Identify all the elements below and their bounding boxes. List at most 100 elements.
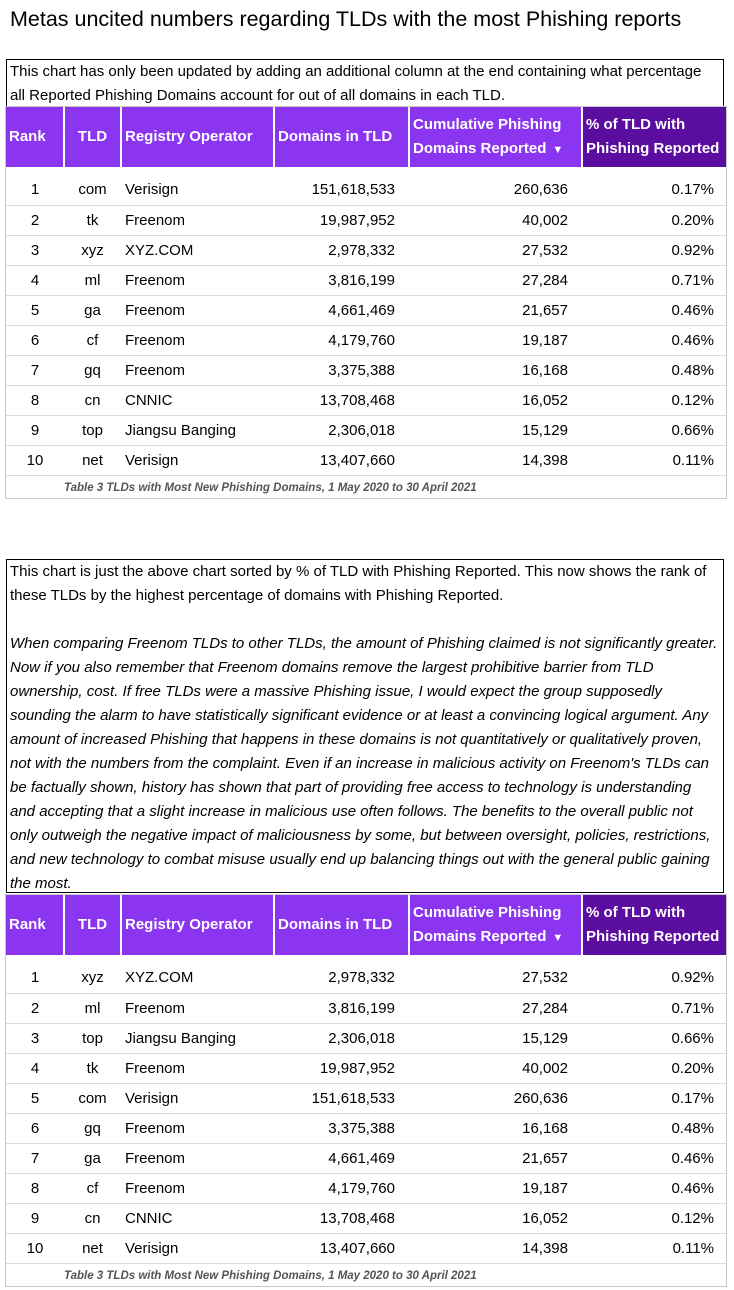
cell-rank: 8 xyxy=(6,1173,64,1204)
table-row: 8 cf Freenom 4,179,760 19,187 0.46% xyxy=(6,1173,726,1204)
cell-phishing: 14,398 xyxy=(409,1233,582,1264)
cell-operator: Freenom xyxy=(121,205,274,236)
cell-operator: Freenom xyxy=(121,355,274,386)
cell-domains: 2,978,332 xyxy=(274,963,409,994)
cell-rank: 3 xyxy=(6,1023,64,1054)
cell-domains: 2,978,332 xyxy=(274,235,409,266)
cell-percent: 0.11% xyxy=(582,1233,726,1264)
cell-rank: 3 xyxy=(6,235,64,266)
cell-tld: cn xyxy=(64,1203,121,1234)
cell-tld: gq xyxy=(64,355,121,386)
cell-tld: ga xyxy=(64,295,121,326)
cell-percent: 0.71% xyxy=(582,265,726,296)
table-row: 7 gq Freenom 3,375,388 16,168 0.48% xyxy=(6,355,726,386)
cell-percent: 0.46% xyxy=(582,1173,726,1204)
cell-domains: 3,816,199 xyxy=(274,265,409,296)
cell-phishing: 27,532 xyxy=(409,235,582,266)
cell-tld: cf xyxy=(64,1173,121,1204)
cell-tld: net xyxy=(64,1233,121,1264)
cell-domains: 3,375,388 xyxy=(274,1113,409,1144)
header-tld: TLD xyxy=(64,107,122,167)
cell-phishing: 27,532 xyxy=(409,963,582,994)
table-body: 1 xyz XYZ.COM 2,978,332 27,532 0.92% 2 ml Freeno… xyxy=(6,955,726,1264)
cell-phishing: 21,657 xyxy=(409,1143,582,1174)
table-row: 8 cn CNNIC 13,708,468 16,052 0.12% xyxy=(6,385,726,416)
cell-phishing: 15,129 xyxy=(409,415,582,446)
cell-tld: com xyxy=(64,1083,121,1114)
cell-phishing: 16,168 xyxy=(409,355,582,386)
note-text: This chart is just the above chart sorte… xyxy=(10,563,707,604)
sort-descending-icon[interactable]: ▼ xyxy=(552,931,564,944)
cell-domains: 13,708,468 xyxy=(274,1203,409,1234)
header-cumulative[interactable]: Cumulative Phishing Domains Reported ▼ xyxy=(409,107,583,167)
cell-operator: Verisign xyxy=(121,175,274,206)
table-row: 9 top Jiangsu Banging 2,306,018 15,129 0.66% xyxy=(6,415,726,446)
table-row: 10 net Verisign 13,407,660 14,398 0.11% xyxy=(6,445,726,476)
header-row: Rank TLD Registry Operator Domains in TL… xyxy=(6,107,726,167)
cell-operator: CNNIC xyxy=(121,1203,274,1234)
header-cumulative[interactable]: Cumulative Phishing Domains Reported ▼ xyxy=(409,895,583,955)
table-row: 7 ga Freenom 4,661,469 21,657 0.46% xyxy=(6,1143,726,1174)
sort-descending-icon[interactable]: ▼ xyxy=(552,143,564,156)
cell-rank: 7 xyxy=(6,1143,64,1174)
cell-tld: ml xyxy=(64,265,121,296)
cell-phishing: 260,636 xyxy=(409,175,582,206)
cell-rank: 9 xyxy=(6,1203,64,1234)
cell-tld: tk xyxy=(64,1053,121,1084)
cell-operator: Freenom xyxy=(121,1113,274,1144)
header-percent: % of TLD with Phishing Reported xyxy=(582,107,726,167)
cell-percent: 0.46% xyxy=(582,295,726,326)
table-row: 9 cn CNNIC 13,708,468 16,052 0.12% xyxy=(6,1203,726,1234)
cell-tld: cn xyxy=(64,385,121,416)
cell-tld: top xyxy=(64,415,121,446)
phishing-table-2: Rank TLD Registry Operator Domains in TL… xyxy=(5,894,727,1287)
cell-tld: gq xyxy=(64,1113,121,1144)
cell-domains: 4,661,469 xyxy=(274,1143,409,1174)
cell-domains: 13,708,468 xyxy=(274,385,409,416)
cell-operator: Verisign xyxy=(121,1233,274,1264)
cell-domains: 19,987,952 xyxy=(274,205,409,236)
table-caption: Table 3 TLDs with Most New Phishing Doma… xyxy=(64,481,477,494)
cell-tld: net xyxy=(64,445,121,476)
cell-tld: com xyxy=(64,175,121,206)
cell-operator: Freenom xyxy=(121,295,274,326)
cell-phishing: 19,187 xyxy=(409,325,582,356)
phishing-table-1: Rank TLD Registry Operator Domains in TL… xyxy=(5,106,727,499)
spacer-row xyxy=(6,955,726,963)
header-tld: TLD xyxy=(64,895,122,955)
cell-phishing: 16,052 xyxy=(409,1203,582,1234)
cell-operator: Freenom xyxy=(121,993,274,1024)
cell-rank: 5 xyxy=(6,1083,64,1114)
cell-domains: 4,179,760 xyxy=(274,1173,409,1204)
note-text-italic: When comparing Freenom TLDs to other TLD… xyxy=(10,635,718,892)
cell-phishing: 15,129 xyxy=(409,1023,582,1054)
page-title: Metas uncited numbers regarding TLDs wit… xyxy=(10,7,682,31)
table-row: 1 xyz XYZ.COM 2,978,332 27,532 0.92% xyxy=(6,963,726,994)
cell-phishing: 19,187 xyxy=(409,1173,582,1204)
cell-operator: Freenom xyxy=(121,1053,274,1084)
cell-tld: xyz xyxy=(64,963,121,994)
cell-domains: 151,618,533 xyxy=(274,1083,409,1114)
table-row: 4 ml Freenom 3,816,199 27,284 0.71% xyxy=(6,265,726,296)
table-row: 3 xyz XYZ.COM 2,978,332 27,532 0.92% xyxy=(6,235,726,266)
cell-percent: 0.20% xyxy=(582,205,726,236)
cell-rank: 4 xyxy=(6,265,64,296)
spacer-row xyxy=(6,167,726,175)
cell-rank: 1 xyxy=(6,963,64,994)
cell-phishing: 40,002 xyxy=(409,205,582,236)
cell-tld: xyz xyxy=(64,235,121,266)
cell-tld: tk xyxy=(64,205,121,236)
cell-percent: 0.17% xyxy=(582,175,726,206)
cell-percent: 0.66% xyxy=(582,415,726,446)
table-row: 4 tk Freenom 19,987,952 40,002 0.20% xyxy=(6,1053,726,1084)
cell-phishing: 21,657 xyxy=(409,295,582,326)
cell-operator: Verisign xyxy=(121,445,274,476)
cell-domains: 4,179,760 xyxy=(274,325,409,356)
cell-percent: 0.71% xyxy=(582,993,726,1024)
table-row: 1 com Verisign 151,618,533 260,636 0.17% xyxy=(6,175,726,206)
table-row: 6 gq Freenom 3,375,388 16,168 0.48% xyxy=(6,1113,726,1144)
cell-percent: 0.48% xyxy=(582,1113,726,1144)
cell-rank: 7 xyxy=(6,355,64,386)
cell-domains: 2,306,018 xyxy=(274,415,409,446)
cell-rank: 9 xyxy=(6,415,64,446)
